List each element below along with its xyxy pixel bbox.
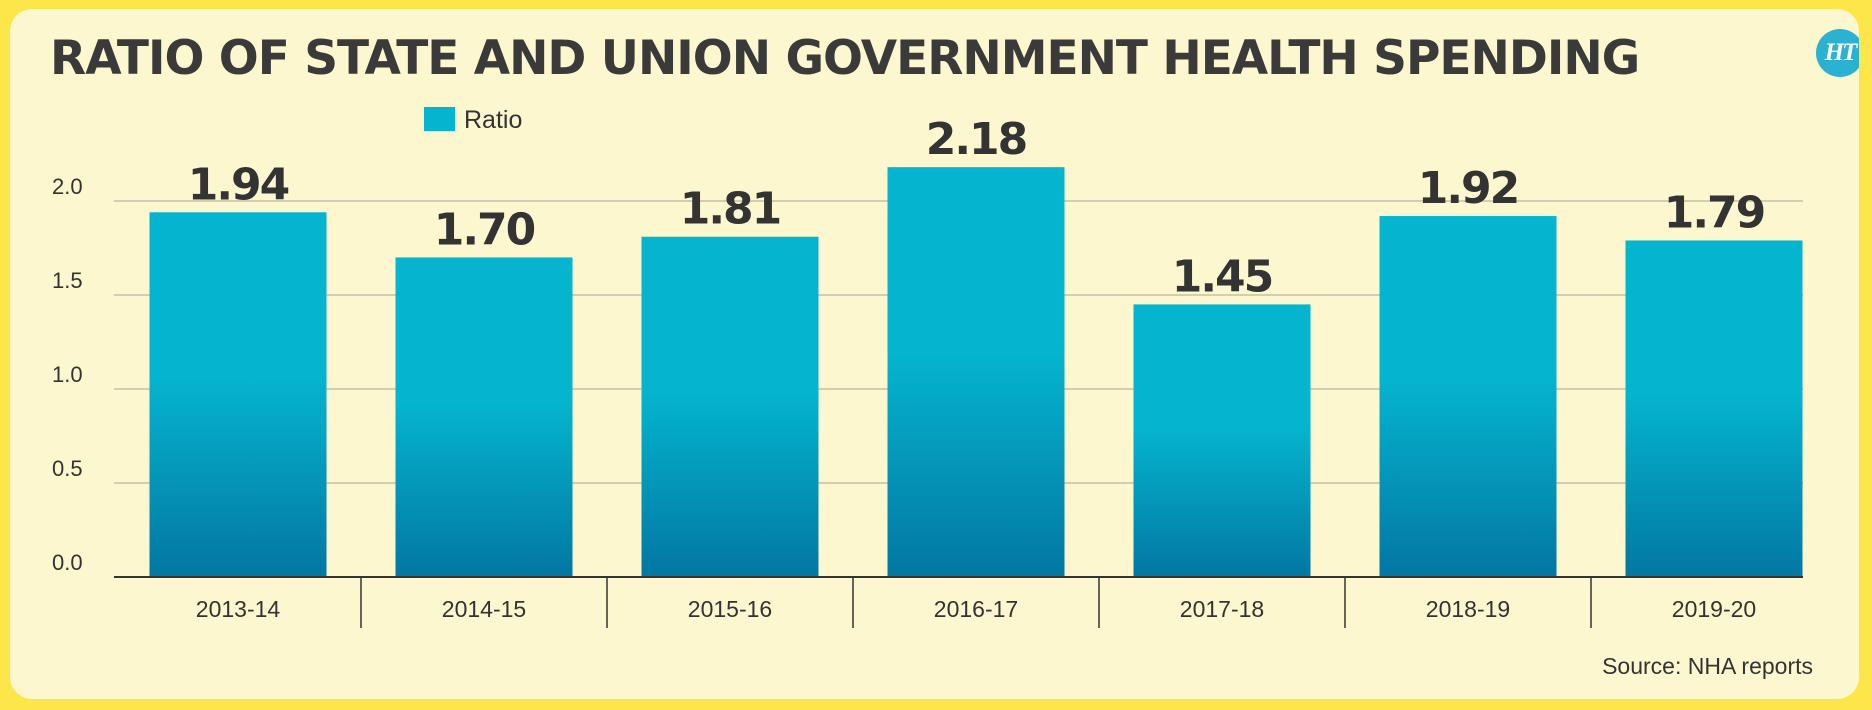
legend: Ratio (424, 106, 522, 134)
x-tick-label: 2017-18 (1180, 596, 1264, 622)
data-label: 1.81 (680, 184, 781, 235)
bar (887, 167, 1065, 577)
data-labels: 1.94 1.70 1.81 2.18 1.45 1.92 1.79 (188, 114, 1767, 302)
data-label: 2.18 (926, 114, 1027, 165)
bar (1379, 216, 1557, 578)
data-label: 1.92 (1418, 163, 1519, 214)
bar (1133, 304, 1311, 577)
y-axis: 0.0 0.5 1.0 1.5 2.0 (52, 174, 83, 575)
data-label: 1.45 (1172, 251, 1273, 302)
bar (149, 212, 327, 577)
y-tick-label: 1.5 (52, 268, 83, 293)
x-tick-label: 2013-14 (196, 596, 281, 622)
x-tick-label: 2018-19 (1426, 596, 1510, 622)
data-label: 1.70 (434, 204, 535, 255)
y-tick-label: 2.0 (52, 174, 83, 199)
bars (149, 167, 1803, 578)
y-tick-label: 0.0 (52, 550, 83, 575)
bar (1625, 240, 1803, 578)
data-label: 1.79 (1664, 187, 1765, 238)
x-tick-label: 2015-16 (688, 596, 772, 622)
x-tick-label: 2014-15 (442, 596, 526, 622)
x-tick-label: 2016-17 (934, 596, 1018, 622)
source-note: Source: NHA reports (1602, 653, 1813, 679)
y-tick-label: 0.5 (52, 456, 83, 481)
legend-label: Ratio (464, 106, 522, 134)
y-tick-label: 1.0 (52, 362, 83, 387)
x-tick-label: 2019-20 (1672, 596, 1756, 622)
data-label: 1.94 (188, 159, 289, 210)
x-axis: 2013-14 2014-15 2015-16 2016-17 2017-18 2018-… (114, 576, 1803, 628)
chart-title: RATIO OF STATE AND UNION GOVERNMENT HEAL… (50, 31, 1640, 86)
legend-swatch (424, 107, 455, 131)
bar (641, 236, 819, 577)
ht-logo-icon: HT (1816, 29, 1859, 77)
bar (395, 257, 573, 577)
